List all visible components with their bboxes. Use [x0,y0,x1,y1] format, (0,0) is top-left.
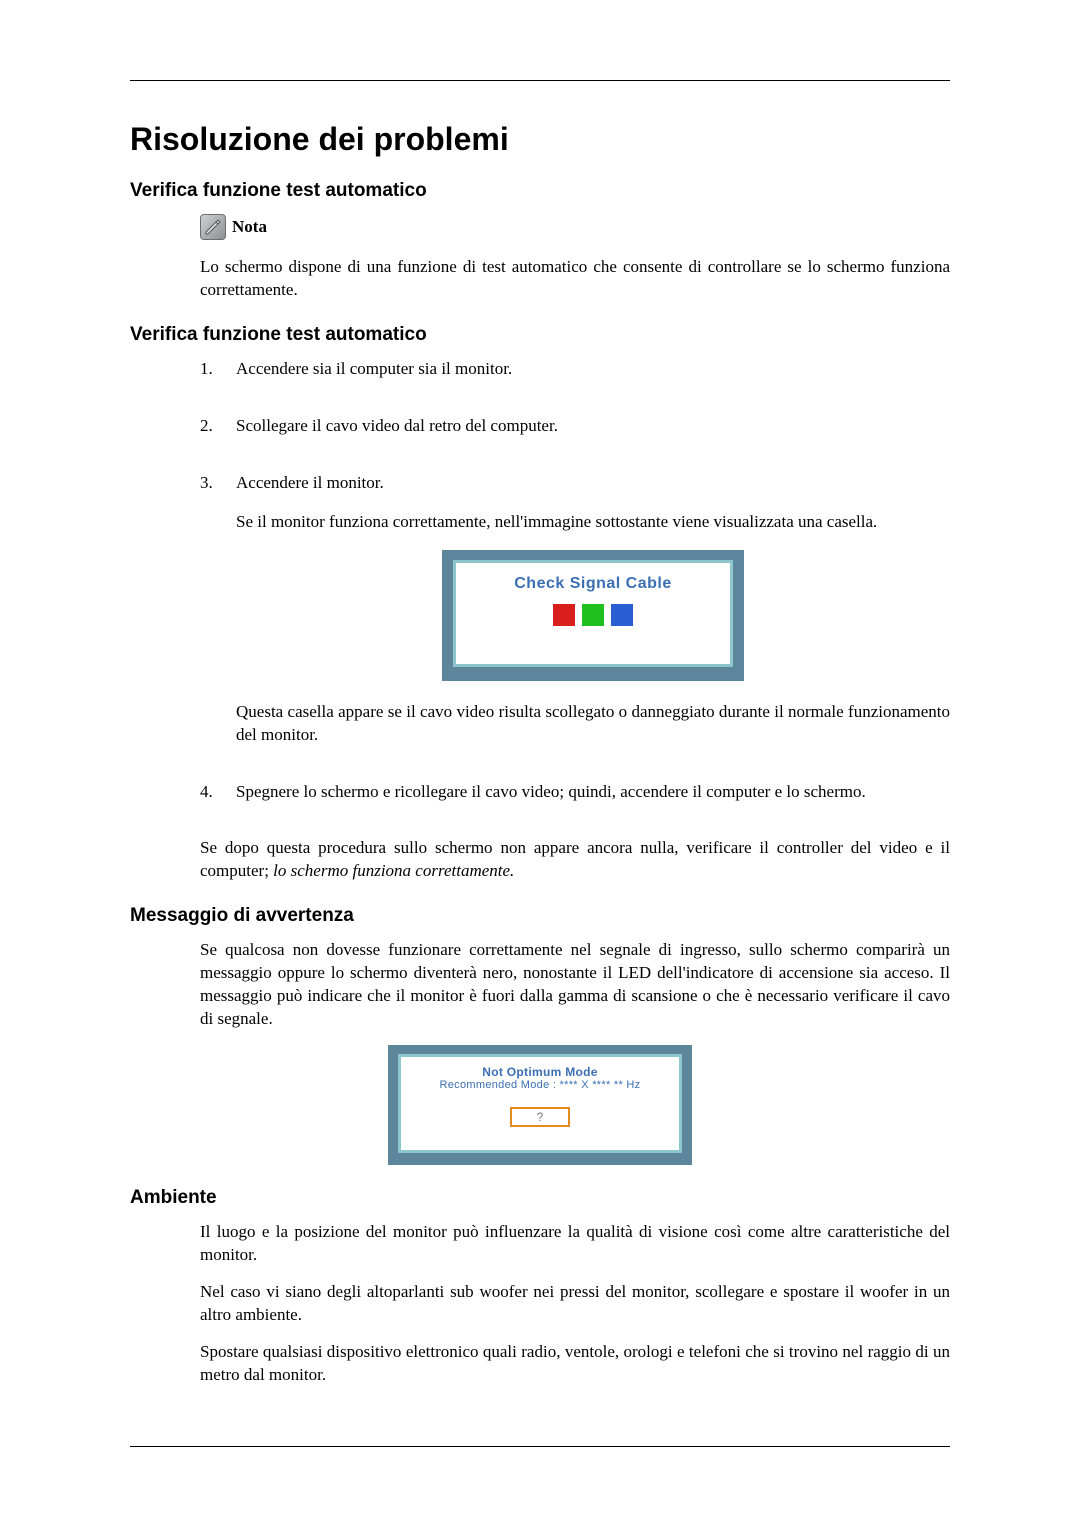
top-rule [130,80,950,81]
monitor-frame: Check Signal Cable [442,550,744,681]
nota-row: Nota [200,214,950,240]
page: Risoluzione dei problemi Verifica funzio… [0,0,1080,1461]
not-optimum-line2: Recommended Mode : **** X **** ** Hz [440,1079,641,1091]
step-text: Accendere sia il computer sia il monitor… [236,358,950,381]
figure-check-signal: Check Signal Cable [236,550,950,681]
intro-text: Lo schermo dispone di una funzione di te… [200,256,950,302]
not-optimum-line1: Not Optimum Mode [482,1065,597,1079]
section-heading: Verifica funzione test automatico [130,324,950,346]
monitor-frame: Not Optimum Mode Recommended Mode : ****… [388,1045,692,1165]
nota-label: Nota [232,217,267,237]
rgb-squares [553,604,633,626]
check-signal-text: Check Signal Cable [514,573,672,595]
list-item: 3. Accendere il monitor. Se il monitor f… [200,472,950,763]
step-number: 1. [200,358,236,397]
warning-paragraph: Se qualcosa non dovesse funzionare corre… [200,939,950,1031]
step-number: 3. [200,472,236,763]
question-button: ? [510,1107,570,1127]
ambiente-p3: Spostare qualsiasi dispositivo elettroni… [200,1341,950,1387]
steps-list: 1. Accendere sia il computer sia il moni… [200,358,950,820]
step-text: Scollegare il cavo video dal retro del c… [236,415,950,438]
step-text: Accendere il monitor. [236,472,950,495]
closing-text: Se dopo questa procedura sullo schermo n… [200,837,950,883]
section-heading: Ambiente [130,1187,950,1209]
list-item: 4. Spegnere lo schermo e ricollegare il … [200,781,950,820]
ambiente-p1: Il luogo e la posizione del monitor può … [200,1221,950,1267]
section-heading: Messaggio di avvertenza [130,905,950,927]
list-item: 2. Scollegare il cavo video dal retro de… [200,415,950,454]
ambiente-p2: Nel caso vi siano degli altoparlanti sub… [200,1281,950,1327]
step-number: 4. [200,781,236,820]
bottom-rule [130,1446,950,1447]
blue-square [611,604,633,626]
page-title: Risoluzione dei problemi [130,121,950,158]
figure-not-optimum: Not Optimum Mode Recommended Mode : ****… [130,1045,950,1165]
closing-italic: lo schermo funziona correttamente. [273,861,514,880]
monitor-inner: Check Signal Cable [453,560,733,667]
red-square [553,604,575,626]
step3-followup: Se il monitor funziona correttamente, ne… [236,511,950,534]
monitor-inner: Not Optimum Mode Recommended Mode : ****… [398,1054,682,1153]
step-text: Spegnere lo schermo e ricollegare il cav… [236,781,950,804]
step-number: 2. [200,415,236,454]
pencil-note-icon [200,214,226,240]
green-square [582,604,604,626]
section-heading: Verifica funzione test automatico [130,180,950,202]
step3-followup2: Questa casella appare se il cavo video r… [236,701,950,747]
list-item: 1. Accendere sia il computer sia il moni… [200,358,950,397]
